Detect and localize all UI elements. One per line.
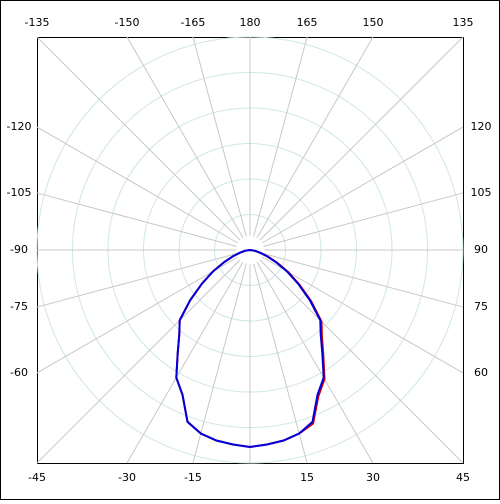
angle-label: -45 xyxy=(28,471,46,484)
angle-label: 30 xyxy=(366,471,380,484)
angle-label: 90 xyxy=(474,243,488,256)
angle-label: -150 xyxy=(115,16,140,29)
grid xyxy=(36,36,464,464)
grid-ray xyxy=(126,261,244,464)
angle-label: 45 xyxy=(456,471,470,484)
angle-label: 135 xyxy=(453,16,474,29)
angle-label: 105 xyxy=(471,186,492,199)
grid-ray xyxy=(36,256,239,374)
grid-ray xyxy=(259,36,464,241)
grid-ray xyxy=(36,36,241,241)
grid-ray xyxy=(253,263,308,464)
angle-label: -15 xyxy=(184,471,202,484)
angle-label: 165 xyxy=(297,16,318,29)
grid-ray xyxy=(36,192,237,247)
angle-label: -105 xyxy=(7,186,32,199)
grid-ray xyxy=(36,126,239,244)
angle-label: -165 xyxy=(180,16,205,29)
angle-label: -75 xyxy=(10,300,28,313)
grid-ray xyxy=(261,126,464,244)
grid-ray xyxy=(126,36,244,239)
grid-ray xyxy=(192,36,247,237)
grid-ray xyxy=(253,36,308,237)
grid-ray xyxy=(263,192,464,247)
grid-ray xyxy=(256,36,374,239)
angle-label: 120 xyxy=(471,120,492,133)
angle-label: -90 xyxy=(10,243,28,256)
grid-ray xyxy=(263,253,464,308)
angle-label: 60 xyxy=(474,366,488,379)
angle-label: 150 xyxy=(362,16,383,29)
series-line xyxy=(175,249,325,449)
grid-ray xyxy=(259,259,464,464)
angle-label: -60 xyxy=(10,366,28,379)
grid-ray xyxy=(192,263,247,464)
angle-label: 180 xyxy=(240,16,261,29)
grid-ray xyxy=(256,261,374,464)
angle-label: 15 xyxy=(300,471,314,484)
grid-ray xyxy=(261,256,464,374)
angle-label: -30 xyxy=(118,471,136,484)
angle-label: 75 xyxy=(474,300,488,313)
marks xyxy=(175,249,326,449)
grid-ray xyxy=(36,253,237,308)
angle-label: -120 xyxy=(7,120,32,133)
angle-label: -135 xyxy=(25,16,50,29)
grid-ray xyxy=(36,259,241,464)
